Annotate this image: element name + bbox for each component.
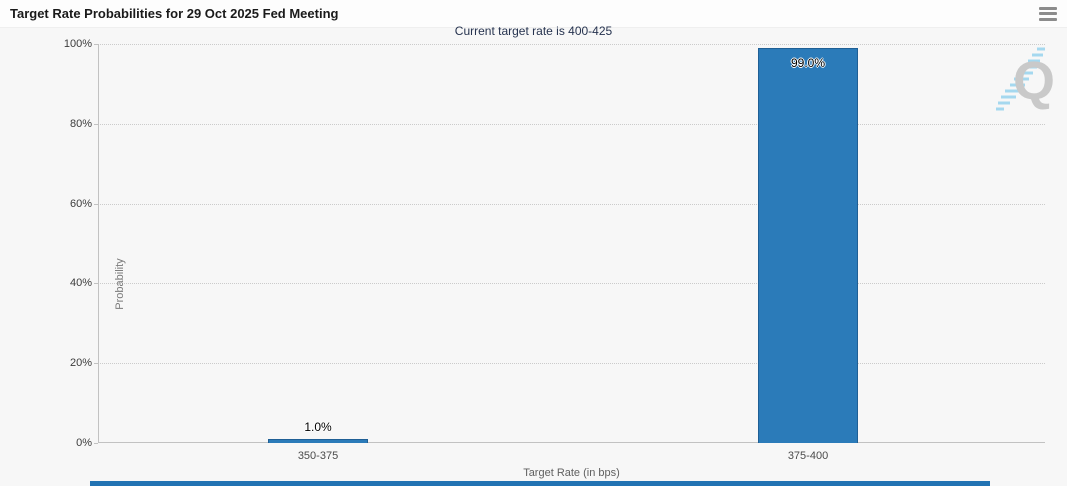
x-tick-375-400: 375-400 (787, 450, 829, 462)
bar-rect[interactable] (268, 439, 368, 443)
gridline-20 (98, 363, 1045, 365)
gridline-40 (98, 283, 1045, 285)
plot-area: Probability 1.0% 99.0% (98, 44, 1045, 443)
y-tick-mark (94, 204, 98, 205)
y-tick-mark (94, 363, 98, 364)
y-tick-40: 40% (69, 277, 92, 289)
y-tick-mark (94, 124, 98, 125)
gridline-80 (98, 123, 1045, 125)
page-title: Target Rate Probabilities for 29 Oct 202… (10, 6, 339, 21)
hamburger-bar (1039, 17, 1057, 21)
y-axis-line (98, 44, 99, 443)
bottom-accent-bar (90, 481, 990, 486)
bar-350-375[interactable]: 1.0% (268, 44, 368, 443)
hamburger-bar (1039, 12, 1057, 15)
hamburger-menu-icon[interactable] (1039, 6, 1057, 21)
y-tick-20: 20% (69, 357, 92, 369)
bar-value-label: 99.0% (790, 56, 826, 70)
x-tick-350-375: 350-375 (297, 450, 339, 462)
y-tick-0: 0% (76, 437, 92, 449)
x-axis-line (98, 442, 1045, 443)
y-tick-mark (94, 443, 98, 444)
y-tick-mark (94, 283, 98, 284)
y-axis-title: Probability (114, 258, 126, 310)
bar-rect[interactable] (758, 48, 858, 443)
watermark-letter: Q (1012, 51, 1055, 111)
bar-value-label: 1.0% (304, 420, 332, 434)
quikstrike-logo-icon: Q (995, 46, 1057, 114)
y-tick-100: 100% (63, 38, 92, 50)
y-tick-60: 60% (69, 198, 92, 210)
quikstrike-lightning-icon (996, 47, 1045, 111)
header-bar: Target Rate Probabilities for 29 Oct 202… (0, 0, 1067, 28)
y-tick-80: 80% (69, 118, 92, 130)
y-tick-mark (94, 44, 98, 45)
gridline-100 (98, 44, 1045, 45)
bar-375-400[interactable]: 99.0% (758, 44, 858, 443)
x-axis-title: Target Rate (in bps) (523, 467, 620, 479)
chart-subtitle: Current target rate is 400-425 (454, 24, 613, 38)
hamburger-bar (1039, 6, 1057, 10)
gridline-60 (98, 203, 1045, 205)
